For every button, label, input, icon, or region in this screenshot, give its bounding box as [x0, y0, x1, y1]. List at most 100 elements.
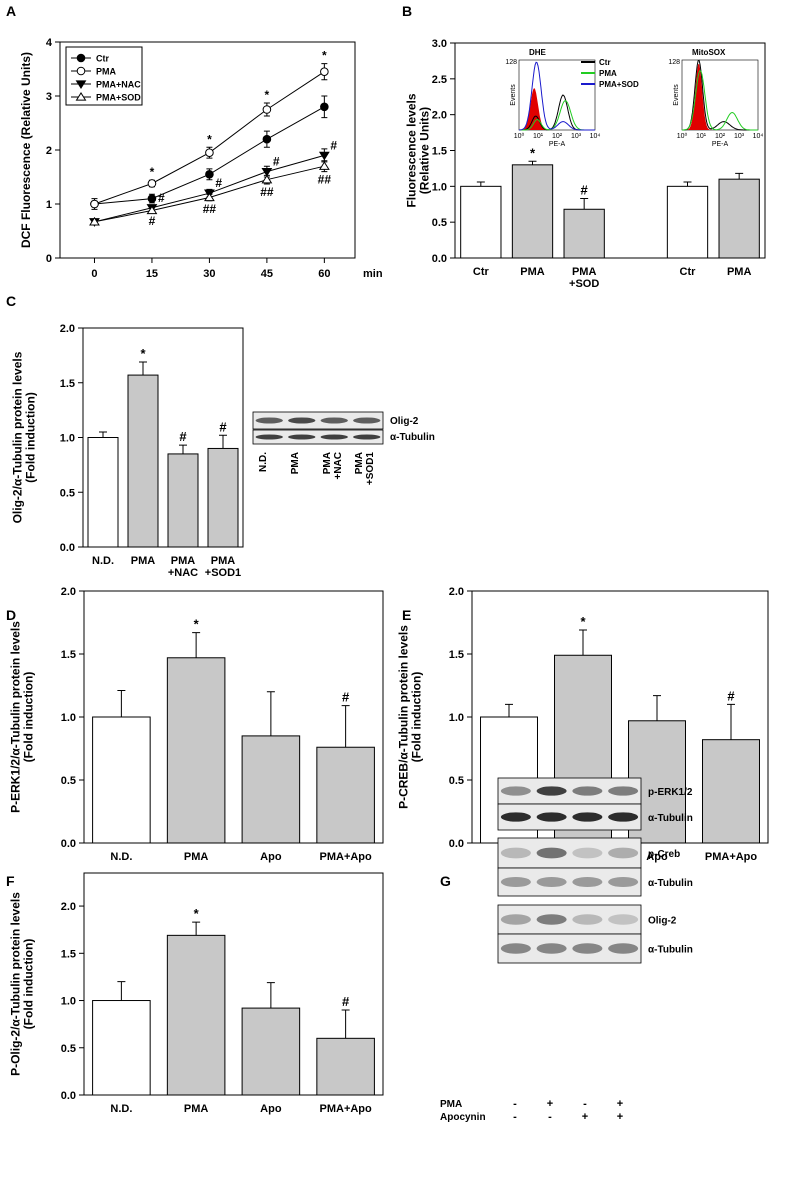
- annotation: ##: [203, 202, 217, 216]
- blot-c-band: [353, 417, 381, 424]
- inset-title: DHE: [529, 48, 547, 57]
- y-axis-label: DCF Fluorescence (Relative Units): [19, 52, 33, 248]
- blot-g-bg: [497, 867, 642, 897]
- legend-marker: [76, 66, 86, 76]
- marker: [320, 67, 329, 76]
- y-tick-label: 0.5: [61, 1043, 76, 1055]
- histogram-curve: [518, 61, 595, 131]
- x-tick-label: 45: [261, 268, 273, 280]
- error-bar: [192, 921, 201, 936]
- y-tick-label: 1.5: [61, 948, 76, 960]
- y-tick-label: 0.5: [449, 775, 464, 787]
- error-bar: [117, 690, 126, 717]
- error-bar: [139, 361, 147, 376]
- condition-sign: -: [548, 1111, 552, 1123]
- condition-sign: +: [617, 1111, 623, 1123]
- y-tick-label: 1.0: [432, 181, 447, 193]
- y-tick-label: 4: [46, 37, 53, 49]
- inset-x-tick: 10⁴: [753, 133, 764, 140]
- annotation: #: [342, 690, 350, 705]
- bar: [241, 735, 301, 844]
- marker: [146, 205, 158, 215]
- marker: [261, 167, 273, 177]
- inset-x-tick: 10³: [571, 133, 582, 140]
- inset-x-label: PE-A: [712, 141, 729, 148]
- condition-sign: +: [547, 1098, 553, 1110]
- blot-row-label: α-Tubulin: [390, 432, 435, 443]
- y-tick-label: 0.0: [61, 838, 76, 850]
- blot-row-label: p-Creb: [648, 849, 680, 860]
- x-tick-label: PMA +NAC: [168, 555, 198, 579]
- legend-label: PMA: [96, 67, 117, 77]
- inset-x-tick: 10³: [734, 133, 745, 140]
- error-bar: [99, 431, 107, 438]
- inset-y-label: Events: [673, 84, 680, 106]
- condition-label: PMA: [440, 1099, 462, 1110]
- error-bar: [476, 181, 485, 187]
- blot-lane-label: PMA: [290, 452, 301, 474]
- condition-sign: +: [582, 1111, 588, 1123]
- error-bar: [219, 434, 227, 449]
- x-tick-label: N.D.: [110, 1103, 132, 1115]
- panel-letter: B: [402, 3, 412, 19]
- y-tick-label: 2.5: [432, 74, 447, 86]
- blot-row-label: α-Tubulin: [648, 813, 693, 824]
- y-tick-label: 3: [46, 91, 52, 103]
- y-tick-label: 1.5: [432, 146, 447, 158]
- panel-letter: A: [6, 3, 16, 19]
- error-bar: [580, 198, 589, 210]
- blot-g-band: [536, 914, 567, 925]
- blot-g-band: [608, 876, 639, 888]
- bar: [666, 185, 709, 259]
- y-axis-label: P-Olig-2/α-Tubulin protein levels(Fold i…: [8, 892, 35, 1076]
- y-tick-label: 0.0: [432, 253, 447, 265]
- marker: [147, 194, 157, 203]
- blot-g-band: [572, 786, 603, 796]
- x-tick-label: PMA+Apo: [320, 1103, 373, 1115]
- blot-g-band: [536, 876, 567, 888]
- y-tick-label: 1.5: [61, 649, 76, 661]
- marker: [261, 174, 273, 184]
- y-axis-label: P-CREB/α-Tubulin protein levels(Fold ind…: [396, 625, 423, 809]
- plot-frame: [59, 41, 356, 259]
- blot-g-band: [608, 914, 639, 925]
- inset-title: MitoSOX: [692, 48, 726, 57]
- blot-g-band: [500, 786, 531, 796]
- blot-g-band: [572, 812, 603, 822]
- blot-row-label: α-Tubulin: [648, 945, 693, 956]
- blot-lane-label: PMA+NAC: [322, 452, 344, 480]
- panel-letter: C: [6, 293, 16, 309]
- bar: [511, 164, 554, 259]
- marker: [318, 161, 330, 170]
- bar: [127, 374, 159, 548]
- annotation: *: [150, 165, 155, 179]
- error-bar: [727, 703, 735, 740]
- annotation: *: [194, 617, 200, 632]
- y-tick-label: 0.0: [60, 542, 75, 554]
- y-tick-label: 0: [46, 253, 52, 265]
- bar: [207, 447, 239, 548]
- y-tick-label: 1: [46, 199, 52, 211]
- panel-letter: E: [402, 607, 411, 623]
- x-tick-label: Ctr: [473, 266, 490, 278]
- error-bar: [735, 172, 744, 180]
- blot-g-bg: [497, 904, 642, 935]
- error-bar: [266, 982, 275, 1009]
- x-tick-label: Ctr: [680, 266, 697, 278]
- inset-legend-label: PMA+SOD: [599, 80, 639, 89]
- marker: [320, 102, 329, 112]
- x-tick-label: PMA +SOD: [569, 266, 599, 290]
- x-tick-label: PMA: [727, 266, 752, 278]
- inset-x-tick: 10⁴: [590, 133, 601, 140]
- marker: [205, 148, 214, 157]
- plot-frame: [83, 872, 384, 1096]
- y-tick-label: 2.0: [61, 901, 76, 913]
- inset-x-tick: 10⁰: [514, 132, 525, 140]
- inset-legend-label: Ctr: [599, 58, 611, 67]
- annotation: ##: [260, 185, 274, 199]
- x-tick-label: PMA+Apo: [320, 851, 373, 863]
- x-tick-label: N.D.: [92, 555, 114, 567]
- bar: [87, 437, 119, 548]
- blot-c-band: [255, 434, 283, 440]
